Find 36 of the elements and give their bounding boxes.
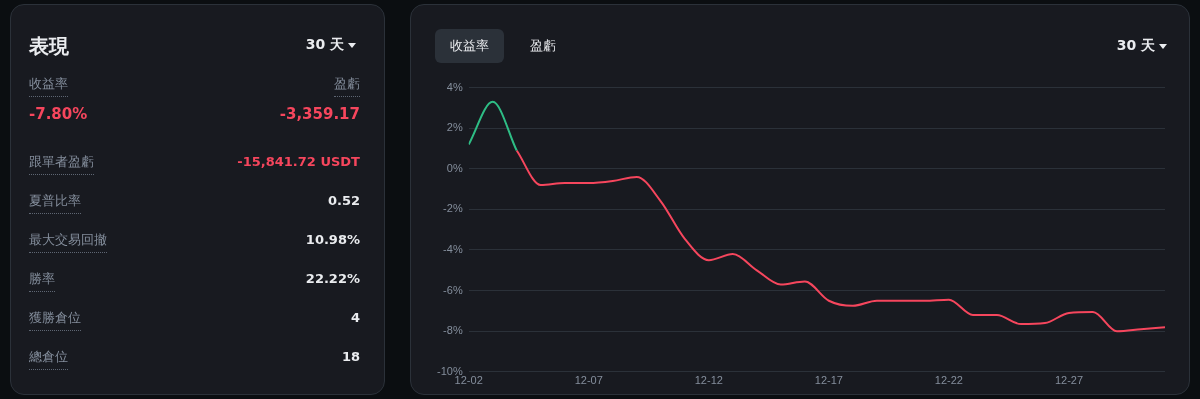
text: 最大交易回撤: [29, 231, 107, 253]
text: 30 天: [1116, 37, 1155, 55]
text: 盈虧: [334, 75, 360, 97]
x-tick-label: 12-22: [934, 374, 963, 387]
x-tick-label: 12-12: [694, 374, 723, 387]
y-tick-label: 2%: [446, 121, 463, 134]
text: 獲勝倉位: [29, 309, 81, 331]
x-tick-label: 12-17: [814, 374, 843, 387]
y-tick-label: -6%: [443, 283, 463, 296]
y-tick-label: -2%: [443, 202, 463, 215]
text: 收益率: [435, 29, 504, 63]
text: -7.80%: [29, 105, 88, 123]
y-tick-label: -10%: [436, 364, 463, 377]
text: 18: [341, 349, 360, 364]
y-tick-label: -4%: [443, 243, 463, 256]
text: 夏普比率: [29, 192, 81, 214]
line-series: [515, 149, 1165, 333]
text: -3,359.17: [279, 105, 360, 123]
text: 4: [350, 310, 360, 325]
text: 收益率: [29, 75, 68, 97]
x-tick-label: 12-27: [1054, 374, 1084, 387]
text: 30 天: [305, 36, 344, 54]
y-tick-label: 0%: [446, 161, 463, 174]
x-tick-label: 12-02: [454, 374, 483, 387]
x-tick-label: 12-07: [574, 374, 603, 387]
text: 10.98%: [305, 232, 360, 247]
text: 總倉位: [29, 348, 68, 370]
text: 0.52: [327, 193, 360, 208]
y-tick-label: 4%: [446, 80, 463, 93]
text: 跟單者盈虧: [29, 153, 94, 175]
text: 22.22%: [305, 271, 360, 286]
text: 盈虧: [529, 37, 557, 55]
text: -15,841.72 USDT: [237, 154, 360, 169]
text: 表現: [29, 33, 69, 60]
y-tick-label: -8%: [443, 324, 463, 337]
text: 勝率: [29, 270, 55, 292]
